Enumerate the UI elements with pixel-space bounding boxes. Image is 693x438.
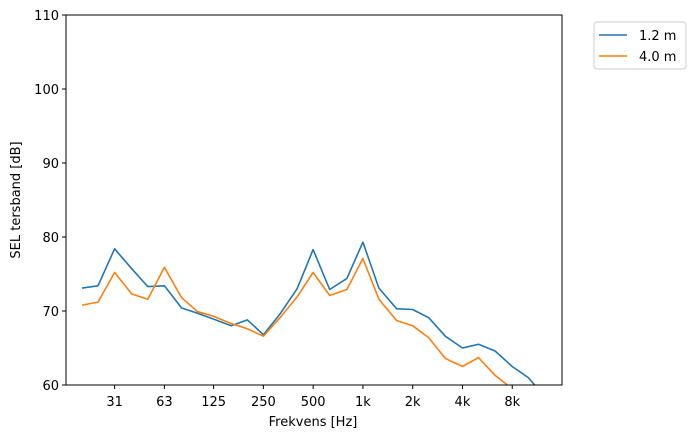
y-axis: 60 70 80 90 100 110 [34, 9, 66, 394]
x-axis: 31 63 125 250 500 1k 2k 4k 8k [106, 385, 521, 410]
x-tick-label: 500 [301, 395, 326, 410]
x-tick-label: 8k [504, 395, 520, 410]
y-axis-label: SEL tersband [dB] [9, 141, 24, 258]
x-tick-label: 63 [156, 395, 173, 410]
series-layer [81, 241, 536, 385]
y-tick-label: 90 [42, 157, 59, 172]
plot-frame [65, 14, 563, 386]
y-tick-label: 100 [34, 83, 59, 98]
x-tick-label: 250 [251, 395, 276, 410]
y-tick-label: 80 [42, 231, 59, 246]
legend-label-2: 4.0 m [639, 50, 676, 65]
x-axis-label: Frekvens [Hz] [269, 415, 358, 430]
legend: 1.2 m 4.0 m [593, 21, 687, 70]
legend-box [593, 21, 687, 70]
x-tick-label: 2k [405, 395, 421, 410]
x-tick-label: 1k [355, 395, 371, 410]
y-tick-label: 60 [42, 379, 59, 394]
legend-label-1: 1.2 m [639, 29, 676, 44]
y-tick-label: 70 [42, 305, 59, 320]
series-line-2 [81, 257, 509, 385]
y-tick-label: 110 [34, 9, 59, 24]
x-tick-label: 4k [455, 395, 471, 410]
series-line-1 [81, 241, 536, 385]
x-tick-label: 125 [201, 395, 226, 410]
x-tick-label: 31 [106, 395, 123, 410]
